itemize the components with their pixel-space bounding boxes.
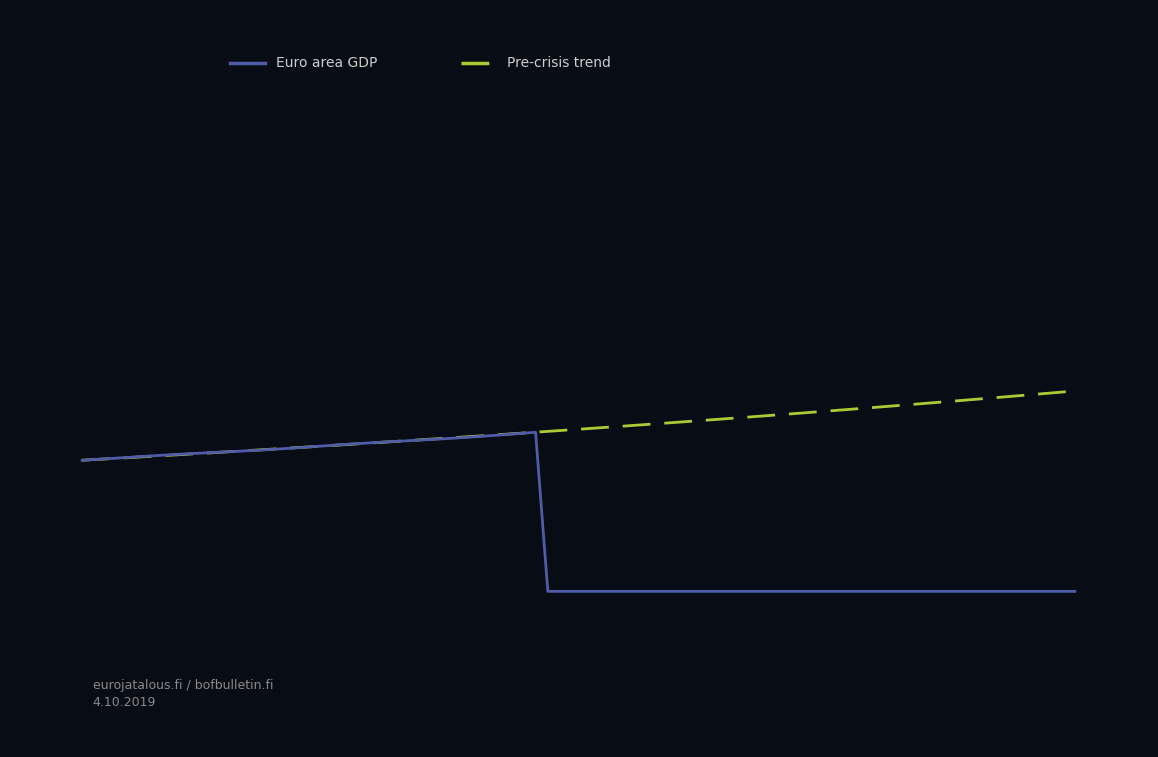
Legend: Euro area GDP, Pre-crisis trend: Euro area GDP, Pre-crisis trend: [225, 51, 616, 76]
Text: eurojatalous.fi / bofbulletin.fi: eurojatalous.fi / bofbulletin.fi: [93, 679, 273, 692]
Text: 4.10.2019: 4.10.2019: [93, 696, 156, 709]
